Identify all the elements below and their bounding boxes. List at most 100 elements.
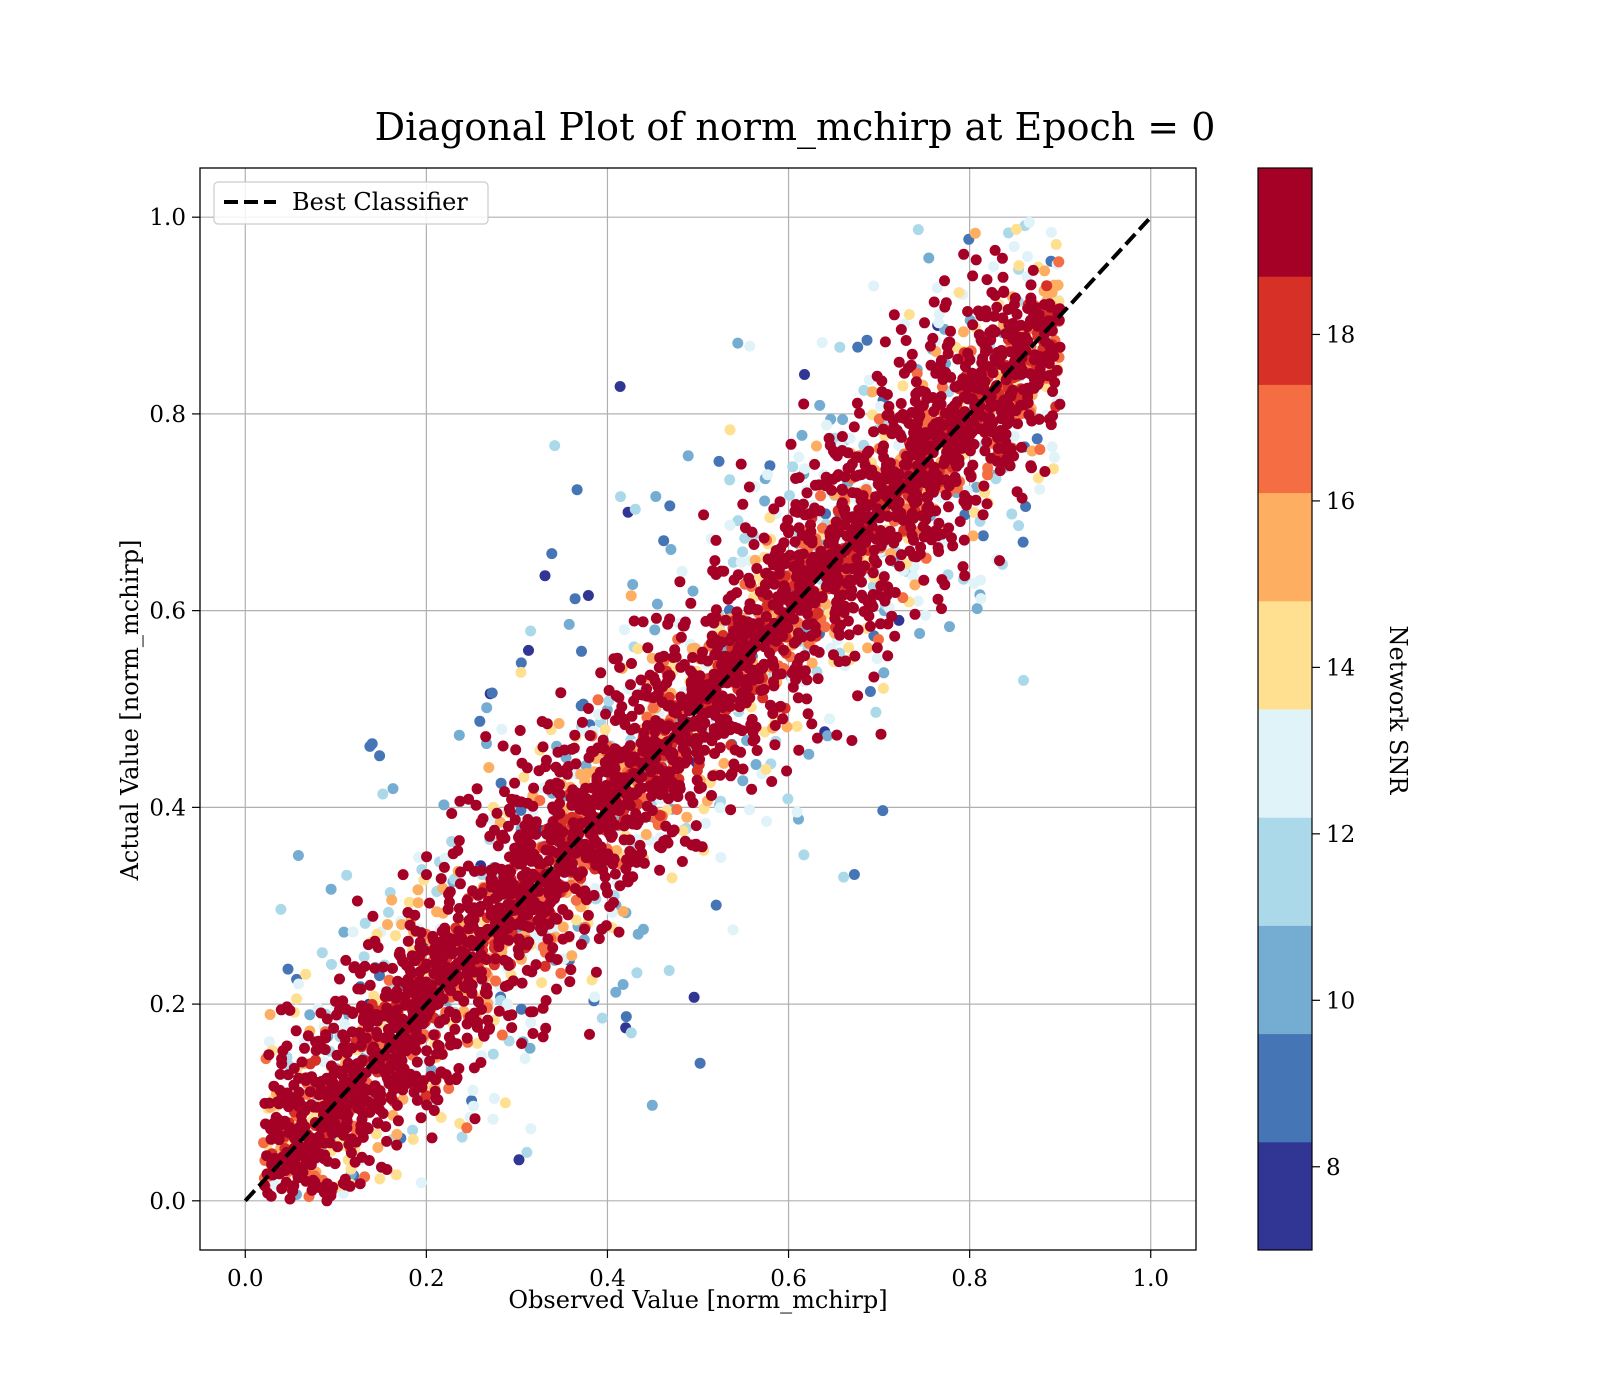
scatter-point: [990, 473, 1002, 485]
scatter-point: [807, 618, 819, 630]
scatter-point: [1006, 405, 1018, 417]
legend-box: [213, 181, 489, 225]
scatter-point: [359, 1086, 371, 1097]
scatter-point: [826, 484, 838, 496]
scatter-point: [1008, 450, 1020, 462]
scatter-point: [925, 359, 937, 371]
scatter-point: [391, 1071, 403, 1083]
colorbar-label: Network SNR: [1384, 626, 1412, 796]
scatter-point: [355, 1057, 367, 1069]
scatter-point: [959, 490, 971, 501]
scatter-point: [530, 959, 542, 971]
scatter-point: [967, 530, 979, 542]
scatter-point: [720, 614, 732, 626]
scatter-point: [509, 777, 521, 789]
scatter-point: [389, 1017, 401, 1029]
scatter-point: [452, 845, 464, 856]
scatter-point: [528, 782, 540, 794]
scatter-point: [504, 901, 516, 913]
scatter-point: [907, 420, 919, 432]
scatter-point: [689, 839, 701, 850]
scatter-point: [502, 998, 513, 1010]
scatter-point: [1047, 386, 1059, 397]
scatter-point: [767, 655, 778, 667]
scatter-point: [906, 529, 918, 541]
scatter-point: [876, 375, 888, 387]
scatter-point: [490, 975, 502, 987]
scatter-point: [461, 1122, 473, 1134]
scatter-point: [788, 613, 800, 625]
scatter-point: [391, 1139, 403, 1151]
scatter-point: [335, 1124, 347, 1136]
scatter-point: [540, 995, 552, 1006]
scatter-point: [737, 546, 749, 558]
scatter-point: [802, 534, 814, 546]
scatter-point: [590, 966, 602, 978]
scatter-point: [758, 658, 770, 670]
scatter-point: [497, 740, 509, 752]
scatter-point: [467, 1084, 479, 1096]
scatter-point: [546, 548, 558, 560]
scatter-point: [708, 723, 720, 735]
scatter-point: [782, 594, 794, 606]
scatter-point: [691, 683, 703, 695]
scatter-point: [903, 309, 915, 320]
scatter-point: [381, 1135, 393, 1147]
scatter-point: [830, 604, 842, 615]
scatter-point: [575, 938, 587, 950]
scatter-point: [912, 595, 924, 607]
colorbar-tick-label: 12: [1326, 822, 1355, 848]
y-tick-label: 0.4: [149, 795, 186, 821]
scatter-point: [362, 939, 374, 951]
scatter-point: [625, 590, 637, 602]
scatter-point: [815, 545, 827, 557]
scatter-point: [629, 503, 641, 515]
scatter-point: [879, 595, 891, 607]
scatter-point: [340, 954, 352, 966]
scatter-point: [351, 895, 363, 907]
scatter-point: [510, 744, 522, 756]
scatter-point: [1009, 292, 1021, 304]
scatter-point: [751, 745, 763, 756]
scatter-point: [400, 1067, 412, 1079]
scatter-point: [1013, 520, 1025, 532]
scatter-point: [822, 730, 833, 742]
scatter-point: [293, 978, 305, 990]
scatter-point: [504, 806, 516, 818]
scatter-point: [709, 649, 721, 661]
scatter-point: [868, 553, 880, 565]
scatter-point: [677, 825, 689, 837]
scatter-point: [910, 376, 922, 388]
scatter-point: [483, 762, 495, 773]
scatter-point: [877, 682, 889, 694]
scatter-point: [748, 674, 760, 686]
scatter-point: [909, 608, 921, 620]
scatter-point: [263, 1036, 275, 1048]
scatter-point: [504, 851, 515, 863]
scatter-point: [620, 1011, 632, 1023]
scatter-point: [803, 748, 815, 760]
scatter-point: [515, 666, 527, 678]
scatter-point: [536, 925, 548, 937]
scatter-point: [870, 533, 882, 545]
scatter-point: [509, 842, 521, 854]
scatter-point: [710, 604, 722, 616]
scatter-point: [977, 509, 989, 521]
scatter-point: [935, 391, 947, 402]
scatter-point: [760, 568, 772, 580]
scatter-point: [660, 820, 672, 832]
scatter-point: [515, 796, 527, 808]
x-tick-label: 0.0: [227, 1266, 264, 1292]
scatter-point: [299, 1042, 310, 1054]
scatter-point: [864, 620, 876, 632]
scatter-point: [831, 729, 843, 741]
scatter-point: [811, 440, 822, 452]
scatter-point: [553, 718, 565, 729]
scatter-point: [848, 421, 860, 433]
scatter-point: [991, 455, 1003, 467]
scatter-point: [259, 1097, 271, 1109]
scatter-point: [716, 636, 728, 648]
scatter-point: [1006, 508, 1018, 520]
scatter-point: [734, 628, 746, 640]
scatter-point: [834, 341, 846, 353]
